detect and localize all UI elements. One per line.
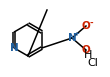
Text: N: N bbox=[68, 33, 76, 43]
Text: O: O bbox=[82, 45, 90, 55]
Text: H: H bbox=[84, 50, 92, 60]
Text: N: N bbox=[10, 43, 18, 53]
Text: -: - bbox=[89, 18, 93, 27]
Text: O: O bbox=[82, 21, 90, 31]
Text: Cl: Cl bbox=[88, 58, 98, 68]
Text: +: + bbox=[74, 31, 79, 37]
